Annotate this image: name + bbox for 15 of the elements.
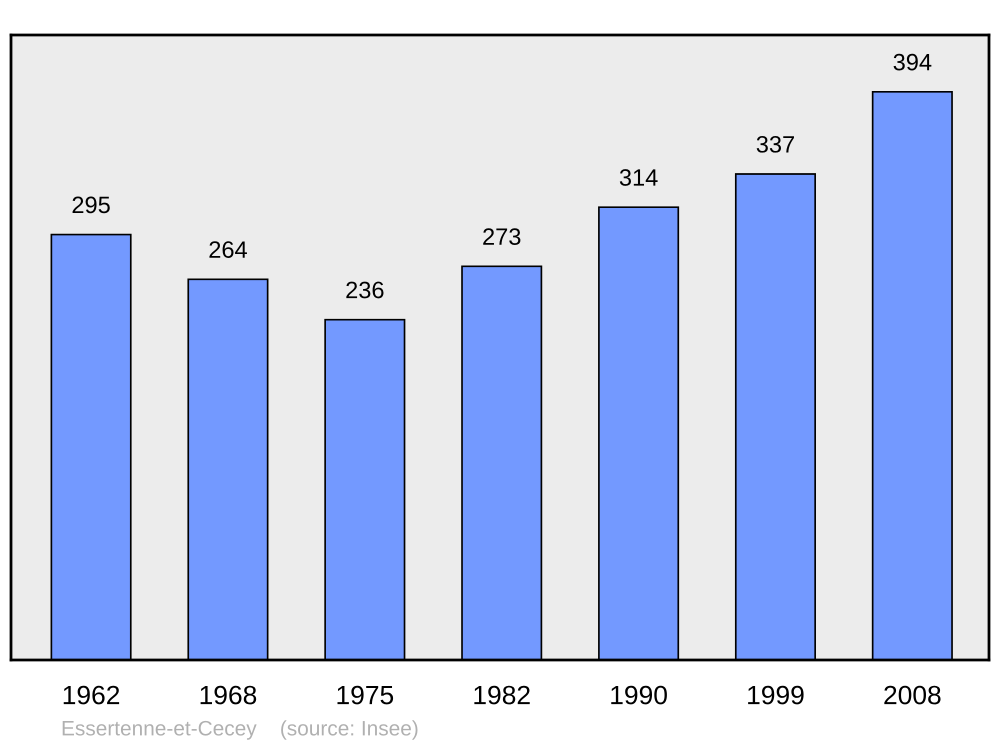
data-label: 236: [346, 282, 384, 298]
data-label: 264: [209, 241, 247, 258]
x-tick-label: 1962: [64, 686, 120, 704]
data-label: 295: [72, 196, 110, 214]
data-label: 314: [620, 169, 658, 186]
x-tick-label: 1999: [748, 686, 804, 704]
x-tick-label: 1968: [200, 686, 256, 704]
x-tick-label: 1975: [337, 686, 394, 704]
x-tick-label: 2008: [884, 686, 941, 704]
x-tick-label: 1982: [474, 686, 530, 704]
text: Essertenne-et-Cecey (source: Insee): [62, 720, 418, 740]
data-label: 337: [756, 136, 794, 153]
data-label: 273: [483, 228, 520, 245]
data-label: 394: [894, 54, 932, 70]
x-tick-label: 1990: [611, 686, 667, 704]
